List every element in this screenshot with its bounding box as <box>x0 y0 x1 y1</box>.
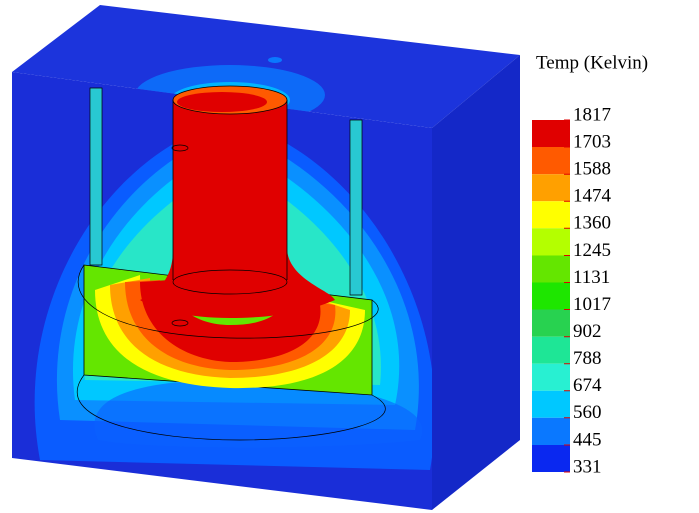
rod <box>89 87 103 266</box>
tick-label: 331 <box>573 456 602 477</box>
color-band <box>532 147 570 175</box>
tick-label: 788 <box>573 348 602 369</box>
outline <box>77 264 379 339</box>
tick-label: 560 <box>573 402 602 423</box>
outline <box>76 374 386 441</box>
colorbar-title: Temp (Kelvin) <box>536 52 648 73</box>
tick-label: 1017 <box>573 294 611 315</box>
tick-label: 1817 <box>573 104 611 125</box>
outline <box>172 269 288 295</box>
rod <box>349 119 363 296</box>
slab-band <box>140 280 321 362</box>
tick-label: 445 <box>573 429 602 450</box>
top-hole <box>268 57 282 63</box>
color-band <box>532 174 570 202</box>
contour-band <box>94 380 423 448</box>
column-top <box>177 92 267 112</box>
model-render <box>12 5 520 510</box>
color-band <box>532 336 570 364</box>
color-band <box>532 120 570 148</box>
box-top <box>12 5 520 128</box>
color-band <box>532 228 570 256</box>
hole <box>171 144 189 152</box>
color-band <box>532 309 570 337</box>
tick-label: 1588 <box>573 159 611 180</box>
tick-label: 1703 <box>573 131 611 152</box>
color-band <box>532 201 570 229</box>
hole <box>171 319 189 327</box>
color-band <box>532 363 570 391</box>
color-band <box>532 390 570 418</box>
tick-label: 1474 <box>573 186 612 207</box>
tick-label: 1131 <box>573 267 610 288</box>
tick-label: 674 <box>573 375 602 396</box>
column <box>140 100 335 318</box>
color-band <box>532 444 570 472</box>
color-band <box>532 255 570 283</box>
tick-label: 902 <box>573 321 602 342</box>
tick-label: 1245 <box>573 240 611 261</box>
box-side <box>432 55 520 510</box>
color-band <box>532 417 570 445</box>
color-band <box>532 282 570 310</box>
tick-label: 1360 <box>573 213 611 234</box>
